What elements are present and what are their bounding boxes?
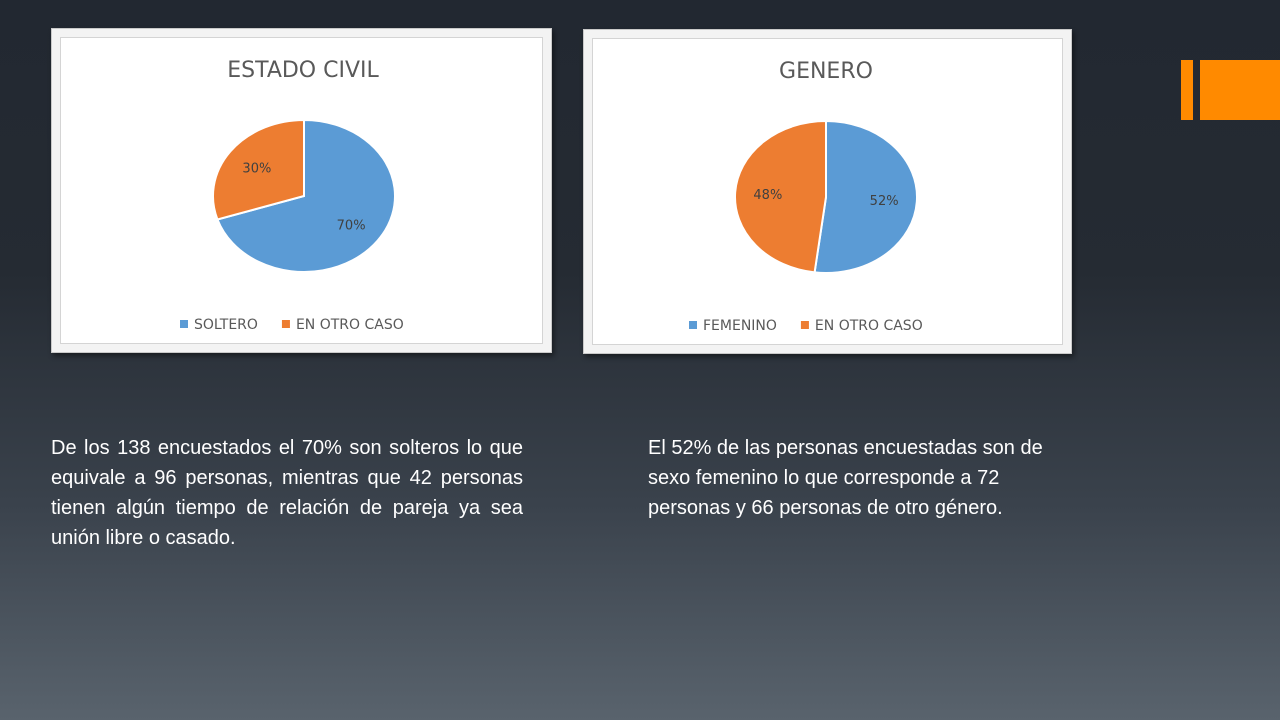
legend-swatch-en-otro-caso bbox=[800, 321, 809, 329]
chart-title: ESTADO CIVIL bbox=[227, 58, 379, 83]
data-label-soltero: 70% bbox=[337, 219, 366, 234]
legend-label-en-otro-caso: EN OTRO CASO bbox=[815, 318, 923, 334]
caption-estado-civil: De los 138 encuestados el 70% son solter… bbox=[51, 437, 523, 549]
legend-swatch-en-otro-caso bbox=[281, 320, 290, 328]
pie-slice-soltero bbox=[216, 118, 396, 273]
legend-label-soltero: SOLTERO bbox=[194, 317, 258, 333]
legend-label-en-otro-caso: EN OTRO CASO bbox=[296, 317, 404, 333]
chart-genero: GENERO 52% 48% FEMENINO EN OTRO CASO bbox=[583, 29, 1072, 354]
pie-slice-en-otro-caso bbox=[734, 119, 827, 274]
accent-bar-thin bbox=[1181, 60, 1193, 120]
pie-chart-genero: GENERO 52% 48% FEMENINO EN OTRO CASO bbox=[689, 59, 923, 334]
chart-title: GENERO bbox=[779, 59, 873, 84]
data-label-en-otro-caso: 48% bbox=[753, 188, 782, 203]
pie-slice-femenino bbox=[813, 119, 918, 274]
legend-label-femenino: FEMENINO bbox=[703, 318, 777, 334]
pie-chart-estado-civil: ESTADO CIVIL 70% 30% SOLTERO EN OTRO CASO bbox=[180, 58, 404, 333]
chart-estado-civil: ESTADO CIVIL 70% 30% SOLTERO EN OTRO CASO bbox=[51, 28, 552, 353]
pie-slice-en-otro-caso bbox=[212, 118, 305, 221]
chart-plot-area bbox=[592, 38, 1063, 345]
caption-genero: El 52% de las personas encuestadas son d… bbox=[648, 437, 1043, 519]
legend-swatch-femenino bbox=[689, 321, 697, 329]
accent-bar-thick bbox=[1200, 60, 1280, 120]
data-label-femenino: 52% bbox=[870, 194, 899, 209]
data-label-en-otro-caso: 30% bbox=[242, 161, 271, 176]
legend-swatch-soltero bbox=[180, 320, 188, 328]
